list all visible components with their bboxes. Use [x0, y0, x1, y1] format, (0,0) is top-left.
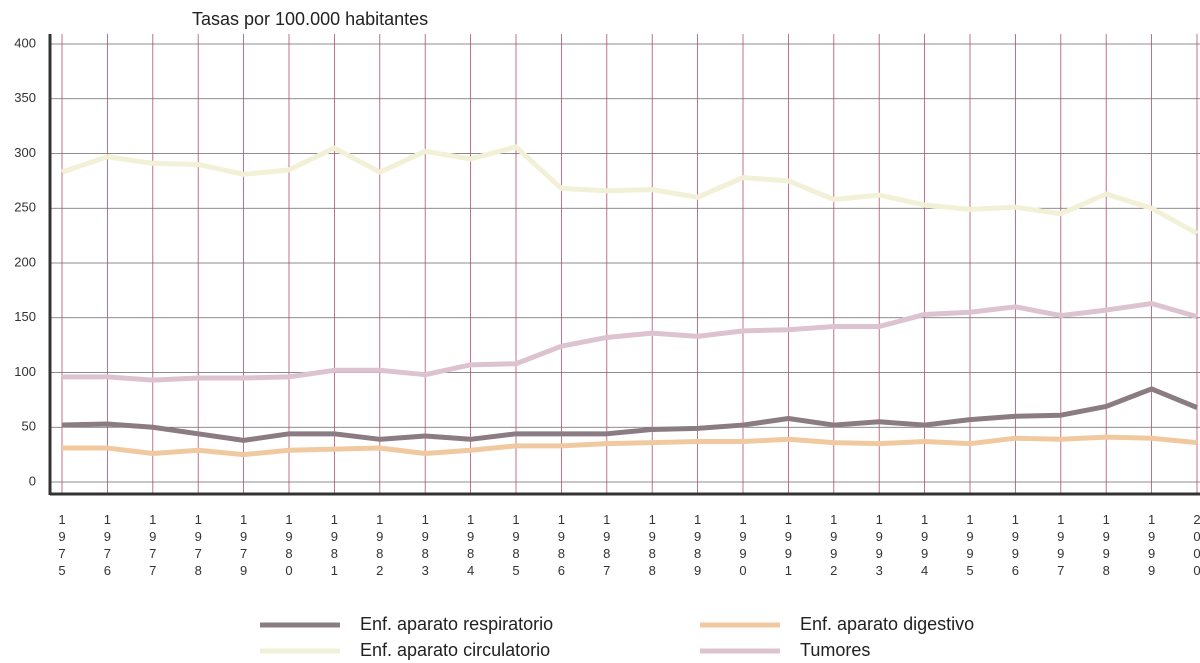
- x-tick-label: 1976: [100, 512, 115, 580]
- x-tick-label: 1998: [1099, 512, 1114, 580]
- legend-label: Enf. aparato digestivo: [800, 614, 974, 634]
- y-tick-label: 300: [14, 145, 36, 160]
- y-tick-label: 150: [14, 309, 36, 324]
- x-tick-label: 1978: [191, 512, 206, 580]
- x-tick-label: 1987: [599, 512, 614, 580]
- series-line: [62, 434, 1198, 458]
- y-tick-label: 200: [14, 254, 36, 269]
- y-tick-label: 100: [14, 364, 36, 379]
- legend-label: Enf. aparato respiratorio: [360, 614, 553, 634]
- legend-label: Enf. aparato circulatorio: [360, 640, 550, 660]
- x-tick-label: 1986: [554, 512, 569, 580]
- x-tick-label: 1985: [509, 512, 524, 580]
- x-tick-label: 1990: [736, 512, 751, 580]
- x-tick-label: 1981: [327, 512, 342, 580]
- series-line: [61, 144, 1199, 236]
- legend-label: Tumores: [800, 640, 870, 660]
- x-tick-label: 1989: [690, 512, 705, 580]
- x-tick-label: 1988: [645, 512, 660, 580]
- x-tick-label: 1991: [781, 512, 796, 580]
- x-tick-label: 1979: [236, 512, 251, 580]
- x-tick-label: 2000: [1190, 512, 1200, 580]
- x-tick-label: 1994: [917, 512, 932, 580]
- x-tick-label: 1977: [145, 512, 160, 580]
- series-line: [61, 386, 1198, 443]
- chart-title: Tasas por 100.000 habitantes: [192, 9, 428, 29]
- x-tick-label: 1975: [55, 512, 70, 580]
- x-tick-label: 1995: [963, 512, 978, 580]
- series-line: [62, 301, 1198, 383]
- y-tick-label: 350: [14, 90, 36, 105]
- x-tick-label: 1980: [282, 512, 297, 580]
- y-tick-label: 0: [29, 473, 36, 488]
- x-tick-label: 1993: [872, 512, 887, 580]
- y-tick-label: 400: [14, 35, 36, 50]
- x-tick-label: 1996: [1008, 512, 1023, 580]
- y-tick-label: 50: [22, 419, 36, 434]
- x-tick-label: 1997: [1053, 512, 1068, 580]
- x-tick-label: 1999: [1144, 512, 1159, 580]
- y-tick-label: 250: [14, 200, 36, 215]
- x-tick-label: 1983: [418, 512, 433, 580]
- x-tick-label: 1984: [463, 512, 478, 580]
- x-tick-label: 1982: [372, 512, 387, 580]
- x-tick-label: 1992: [826, 512, 841, 580]
